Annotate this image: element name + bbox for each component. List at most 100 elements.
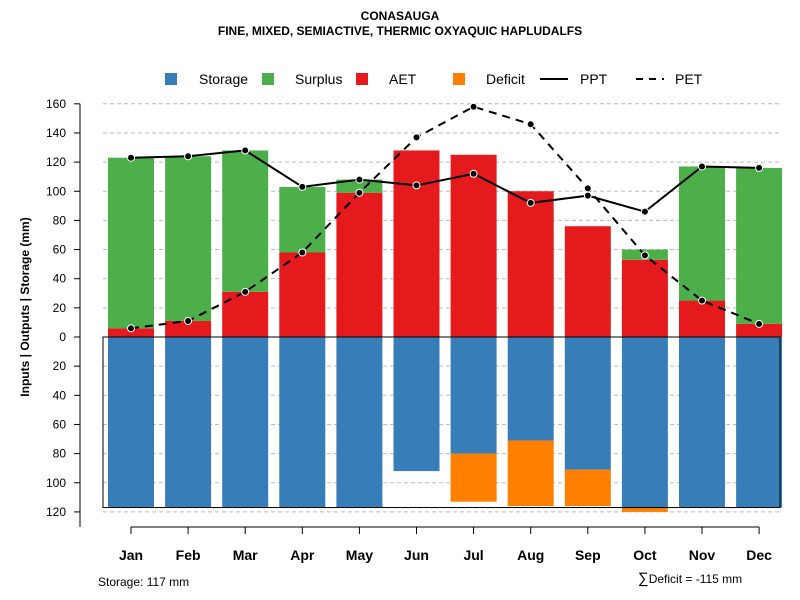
chart-title: CONASAUGA: [360, 9, 440, 23]
ppt-point: [241, 146, 250, 155]
ppt-line: [130, 149, 760, 213]
legend-label-ppt: PPT: [580, 71, 608, 87]
surplus-bar: [222, 150, 269, 292]
deficit-value: Deficit = -115 mm: [648, 572, 743, 586]
y-tick-label: 140: [46, 126, 66, 140]
chart-subtitle: FINE, MIXED, SEMIACTIVE, THERMIC OXYAQUI…: [217, 24, 583, 38]
y-tick-label: 120: [46, 155, 66, 169]
legend-label-surplus: Surplus: [295, 71, 342, 87]
legend-label-storage: Storage: [199, 71, 248, 87]
surplus-bar: [336, 179, 383, 193]
pet-point: [241, 287, 250, 296]
pet-point: [526, 120, 535, 129]
ppt-point: [755, 163, 764, 172]
x-tick-label: May: [346, 547, 373, 563]
aet-bar: [279, 252, 326, 337]
pet-point: [127, 324, 135, 333]
legend-swatch-deficit: [453, 73, 465, 85]
y-tick-label: 100: [46, 184, 66, 198]
ppt-point: [184, 152, 193, 161]
storage-bar: [165, 337, 212, 508]
x-tick-label: Jul: [463, 547, 483, 563]
legend-swatch-surplus: [262, 73, 274, 85]
aet-bar: [736, 323, 783, 337]
y-tick-label: 80: [53, 447, 67, 461]
y-tick-label: 0: [59, 330, 66, 344]
y-tick-label: 60: [53, 243, 67, 257]
pet-point: [640, 251, 649, 260]
storage-bar: [450, 337, 497, 454]
surplus-bar: [165, 156, 212, 321]
surplus-bar: [679, 166, 725, 301]
deficit-bar: [621, 507, 668, 512]
legend-swatch-aet: [356, 73, 368, 85]
aet-bar: [621, 259, 668, 337]
pet-point: [469, 102, 478, 111]
storage-bar: [736, 337, 783, 508]
ppt-point: [698, 162, 706, 171]
x-tick-label: Dec: [746, 547, 772, 563]
legend-swatch-storage: [165, 73, 177, 85]
aet-bar: [564, 226, 611, 337]
surplus-bar: [108, 157, 154, 329]
pet-point: [698, 296, 706, 305]
y-tick-label: 40: [53, 272, 67, 286]
x-tick-label: Aug: [517, 547, 544, 563]
x-tick-label: Sep: [575, 547, 601, 563]
ppt-point: [298, 182, 307, 191]
legend-label-deficit: Deficit: [486, 71, 525, 87]
x-tick-label: Jan: [119, 547, 143, 563]
sum-symbol: ∑: [638, 570, 649, 587]
deficit-note: ∑Deficit = -115 mm: [638, 570, 742, 587]
storage-bar: [564, 337, 611, 470]
storage-bar: [679, 337, 725, 508]
legend-label-pet: PET: [675, 71, 703, 87]
pet-point: [755, 319, 764, 328]
aet-bar: [393, 150, 440, 337]
deficit-bar: [450, 453, 497, 502]
ppt-point: [127, 153, 135, 162]
storage-bar: [222, 337, 269, 508]
storage-bar: [393, 337, 440, 472]
pet-line: [130, 105, 760, 330]
x-tick-label: Nov: [689, 547, 716, 563]
aet-bar: [165, 320, 212, 337]
pet-point: [298, 248, 307, 257]
storage-note: Storage: 117 mm: [98, 575, 190, 589]
ppt-point: [469, 169, 478, 178]
pet-point: [583, 184, 592, 193]
y-tick-label: 160: [46, 97, 66, 111]
x-tick-label: Oct: [633, 547, 657, 563]
pet-point: [412, 133, 421, 142]
ppt-point: [640, 207, 649, 216]
storage-bar: [507, 337, 554, 441]
storage-bar: [279, 337, 326, 508]
x-tick-label: Feb: [176, 547, 201, 563]
ppt-point: [583, 191, 592, 200]
deficit-bar: [507, 440, 554, 507]
storage-bar: [336, 337, 383, 508]
aet-bar: [679, 300, 725, 337]
surplus-bar: [279, 186, 326, 253]
x-tick-label: Mar: [233, 547, 258, 563]
y-tick-label: 120: [46, 505, 66, 519]
y-tick-label: 60: [53, 417, 67, 431]
ppt-point: [355, 175, 364, 184]
y-tick-label: 20: [53, 359, 67, 373]
storage-bar: [108, 337, 154, 508]
y-tick-label: 40: [53, 388, 67, 402]
x-tick-label: Apr: [290, 547, 315, 563]
y-tick-label: 20: [53, 301, 67, 315]
ppt-point: [526, 198, 535, 207]
pet-point: [355, 188, 364, 197]
aet-bar: [336, 192, 383, 337]
aet-bar: [450, 154, 497, 337]
y-tick-label: 100: [46, 476, 66, 490]
aet-bar: [507, 191, 554, 337]
pet-point: [184, 316, 193, 325]
y-tick-label: 80: [53, 213, 67, 227]
y-axis-label: Inputs | Outputs | Storage (mm): [18, 217, 32, 396]
x-tick-label: Jun: [404, 547, 429, 563]
ppt-point: [412, 181, 421, 190]
